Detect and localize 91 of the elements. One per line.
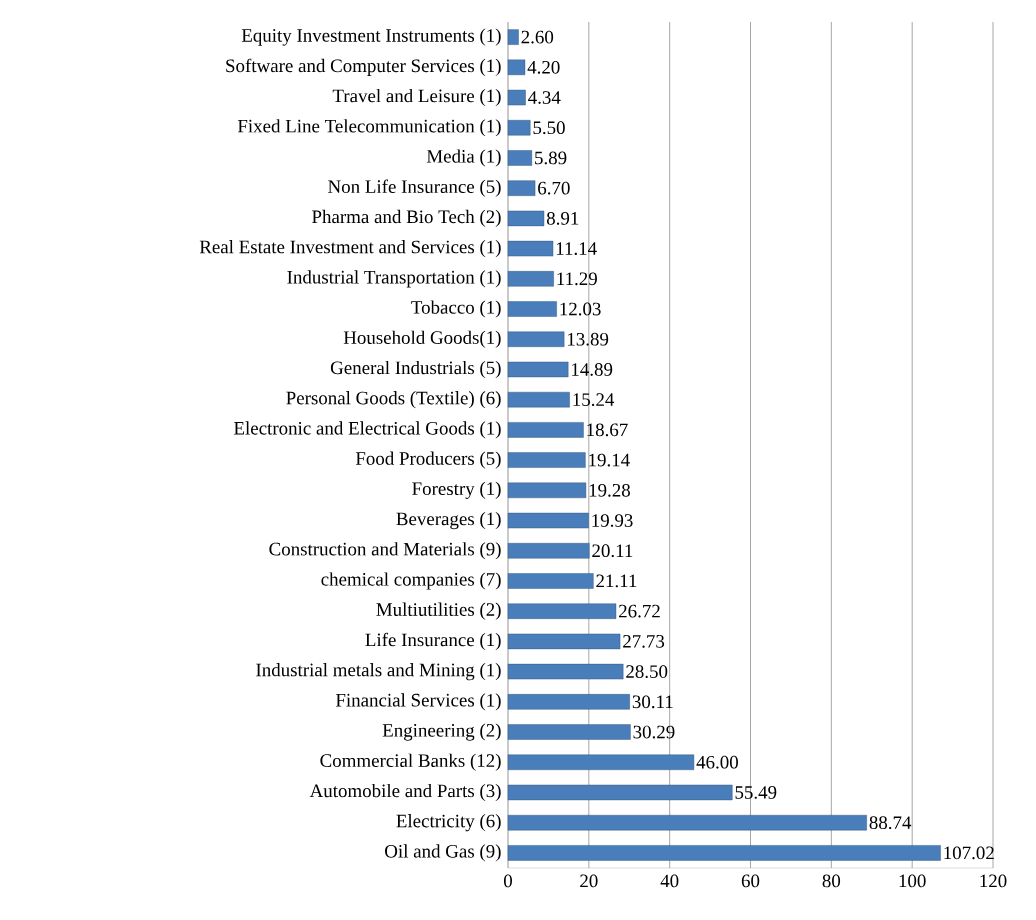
bar — [507, 663, 624, 680]
y-tick-label: Personal Goods (Textile) (6) — [286, 391, 501, 409]
data-label: 11.14 — [556, 242, 597, 255]
data-label: 4.34 — [528, 91, 561, 104]
bar — [507, 694, 630, 710]
data-label: 15.24 — [573, 393, 615, 407]
data-label: 5.50 — [533, 121, 565, 135]
y-tick-label: Media (1) — [426, 149, 501, 167]
data-label: 19.14 — [589, 453, 630, 467]
data-label: 2.60 — [521, 30, 554, 44]
bar — [507, 845, 941, 861]
y-tick-label: Pharma and Bio Tech (2) — [312, 209, 501, 227]
data-label: 46.00 — [696, 755, 738, 769]
y-tick-label: Automobile and Parts (3) — [309, 783, 501, 802]
x-tick-label: 0 — [503, 874, 512, 888]
bar — [507, 120, 531, 136]
x-tick-label: 20 — [580, 874, 598, 888]
data-label: 19.93 — [592, 514, 633, 527]
bar — [507, 361, 569, 378]
data-label: 14.89 — [572, 363, 613, 376]
data-label: 30.29 — [633, 725, 675, 739]
bar — [507, 180, 536, 196]
data-label: 30.11 — [632, 695, 673, 709]
y-tick-label: General Industrials (5) — [330, 360, 501, 379]
data-label: 88.74 — [869, 816, 912, 830]
y-tick-label: Electricity (6) — [396, 814, 501, 832]
y-tick-label: Financial Services (1) — [335, 693, 501, 711]
bar — [507, 240, 554, 257]
y-tick-label: Engineering (2) — [382, 723, 501, 741]
y-tick-label: Household Goods(1) — [343, 330, 501, 348]
bar — [507, 89, 526, 106]
bar — [507, 784, 733, 801]
y-tick-label: Multiutilities (2) — [376, 602, 501, 620]
bar — [507, 452, 586, 468]
data-label: 13.89 — [568, 332, 609, 346]
data-label: 8.91 — [546, 211, 579, 225]
x-tick-label: 40 — [660, 874, 679, 888]
y-tick-label: Beverages (1) — [396, 511, 501, 530]
y-tick-label: Software and Computer Services (1) — [226, 58, 501, 77]
data-label: 11.29 — [557, 272, 597, 286]
y-tick-label: Tobacco (1) — [411, 300, 501, 318]
y-tick-label: Commercial Banks (12) — [320, 753, 501, 771]
x-tick-label: 100 — [899, 874, 926, 888]
data-label: 12.03 — [560, 302, 601, 316]
x-tick-label: 80 — [822, 874, 841, 888]
y-tick-label: Electronic and Electrical Goods (1) — [233, 421, 501, 439]
data-label: 19.28 — [589, 483, 630, 497]
x-tick-label: 60 — [741, 874, 760, 888]
bar — [507, 754, 695, 770]
bar — [507, 603, 617, 619]
data-label: 4.20 — [527, 60, 560, 74]
bar — [507, 482, 587, 499]
y-tick-label: Industrial metals and Mining (1) — [256, 663, 501, 681]
y-tick-label: Oil and Gas (9) — [385, 844, 501, 862]
bar — [507, 512, 589, 529]
bar — [507, 573, 594, 589]
data-label: 5.89 — [535, 151, 567, 165]
y-tick-label: Food Producers (5) — [355, 451, 501, 469]
bar — [507, 59, 526, 76]
data-label: 28.50 — [626, 665, 668, 679]
bar — [507, 301, 557, 317]
y-tick-label: Non Life Insurance (5) — [328, 179, 501, 197]
bar — [507, 271, 554, 287]
x-tick-label: 120 — [980, 874, 1007, 888]
bar — [507, 724, 631, 740]
data-label: 55.49 — [735, 786, 777, 799]
bar — [507, 814, 867, 831]
y-tick-label: Equity Investment Instruments (1) — [241, 28, 501, 46]
y-tick-label: Industrial Transportation (1) — [287, 270, 501, 288]
data-label: 107.02 — [944, 846, 994, 860]
y-tick-label: chemical companies (7) — [321, 572, 501, 590]
y-tick-label: Construction and Materials (9) — [269, 542, 501, 560]
y-tick-label: Real Estate Investment and Services (1) — [199, 240, 501, 258]
bar — [507, 391, 570, 408]
y-tick-label: Fixed Line Telecommunication (1) — [237, 119, 501, 137]
bar — [507, 210, 545, 227]
data-label: 20.11 — [592, 544, 633, 558]
y-tick-label: Travel and Leisure (1) — [332, 88, 501, 107]
bar — [507, 150, 533, 166]
y-tick-label: Forestry (1) — [412, 481, 501, 499]
bar — [507, 543, 590, 559]
bar — [507, 331, 565, 347]
bar — [507, 422, 584, 438]
bar — [507, 633, 621, 650]
data-label: 26.72 — [619, 604, 660, 618]
bar — [507, 29, 519, 45]
data-label: 6.70 — [538, 181, 570, 195]
data-label: 18.67 — [587, 423, 628, 437]
data-label: 21.11 — [596, 574, 637, 588]
y-tick-label: Life Insurance (1) — [365, 632, 501, 651]
data-label: 27.73 — [623, 635, 665, 648]
